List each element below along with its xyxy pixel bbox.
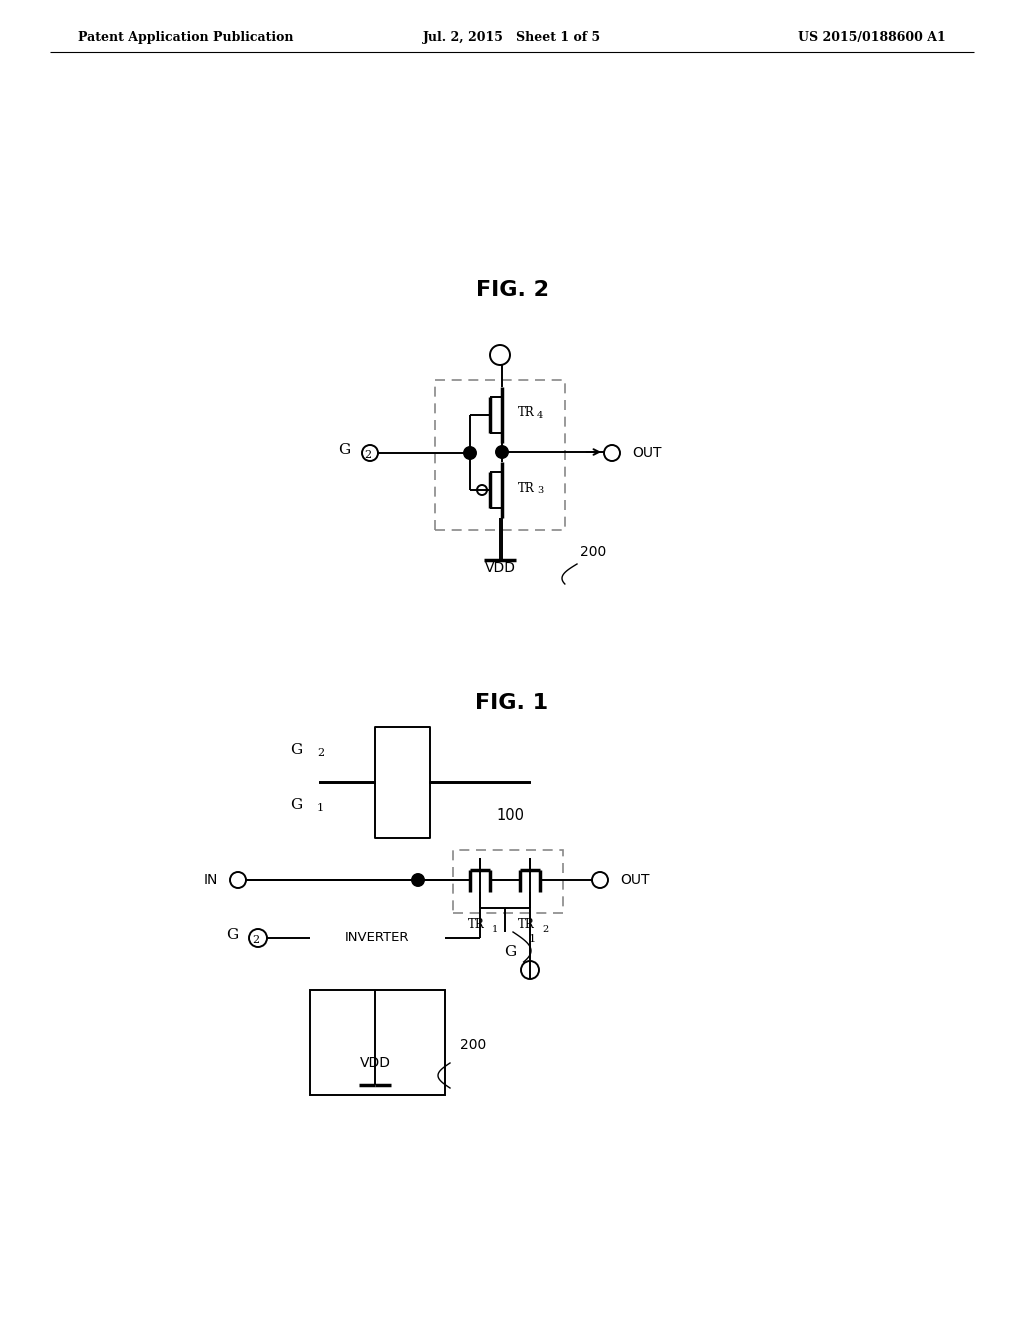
Text: 3: 3: [537, 486, 544, 495]
Circle shape: [464, 447, 476, 459]
Text: 2: 2: [364, 450, 371, 459]
Text: 2: 2: [252, 935, 259, 945]
Text: G: G: [290, 799, 302, 812]
Text: 100: 100: [496, 808, 524, 822]
Text: 4: 4: [537, 411, 544, 420]
Text: 1: 1: [492, 925, 499, 935]
Bar: [453, 850, 563, 913]
Text: IN: IN: [204, 873, 218, 887]
Text: TR: TR: [468, 917, 484, 931]
Text: 1: 1: [317, 803, 325, 813]
Text: 2: 2: [317, 748, 325, 758]
Bar: [435, 380, 565, 531]
Text: FIG. 2: FIG. 2: [475, 280, 549, 300]
Text: 2: 2: [542, 925, 548, 935]
Text: OUT: OUT: [632, 446, 662, 459]
Text: 1: 1: [529, 935, 537, 944]
Text: TR: TR: [518, 407, 535, 420]
Text: Patent Application Publication: Patent Application Publication: [78, 32, 294, 45]
Text: INVERTER: INVERTER: [345, 931, 410, 944]
Text: TR: TR: [517, 917, 535, 931]
Text: G: G: [290, 743, 302, 756]
Text: OUT: OUT: [620, 873, 649, 887]
Text: VDD: VDD: [484, 561, 515, 576]
Text: G: G: [225, 928, 238, 942]
Text: VDD: VDD: [359, 1056, 390, 1071]
Circle shape: [412, 874, 424, 886]
Text: US 2015/0188600 A1: US 2015/0188600 A1: [799, 32, 946, 45]
Text: Jul. 2, 2015   Sheet 1 of 5: Jul. 2, 2015 Sheet 1 of 5: [423, 32, 601, 45]
Text: TR: TR: [518, 482, 535, 495]
Circle shape: [496, 446, 508, 458]
Bar: [310, 990, 445, 1096]
Text: FIG. 1: FIG. 1: [475, 693, 549, 713]
Text: 200: 200: [460, 1038, 486, 1052]
Text: 200: 200: [580, 545, 606, 558]
Text: G: G: [338, 444, 350, 457]
Text: G: G: [504, 945, 516, 960]
